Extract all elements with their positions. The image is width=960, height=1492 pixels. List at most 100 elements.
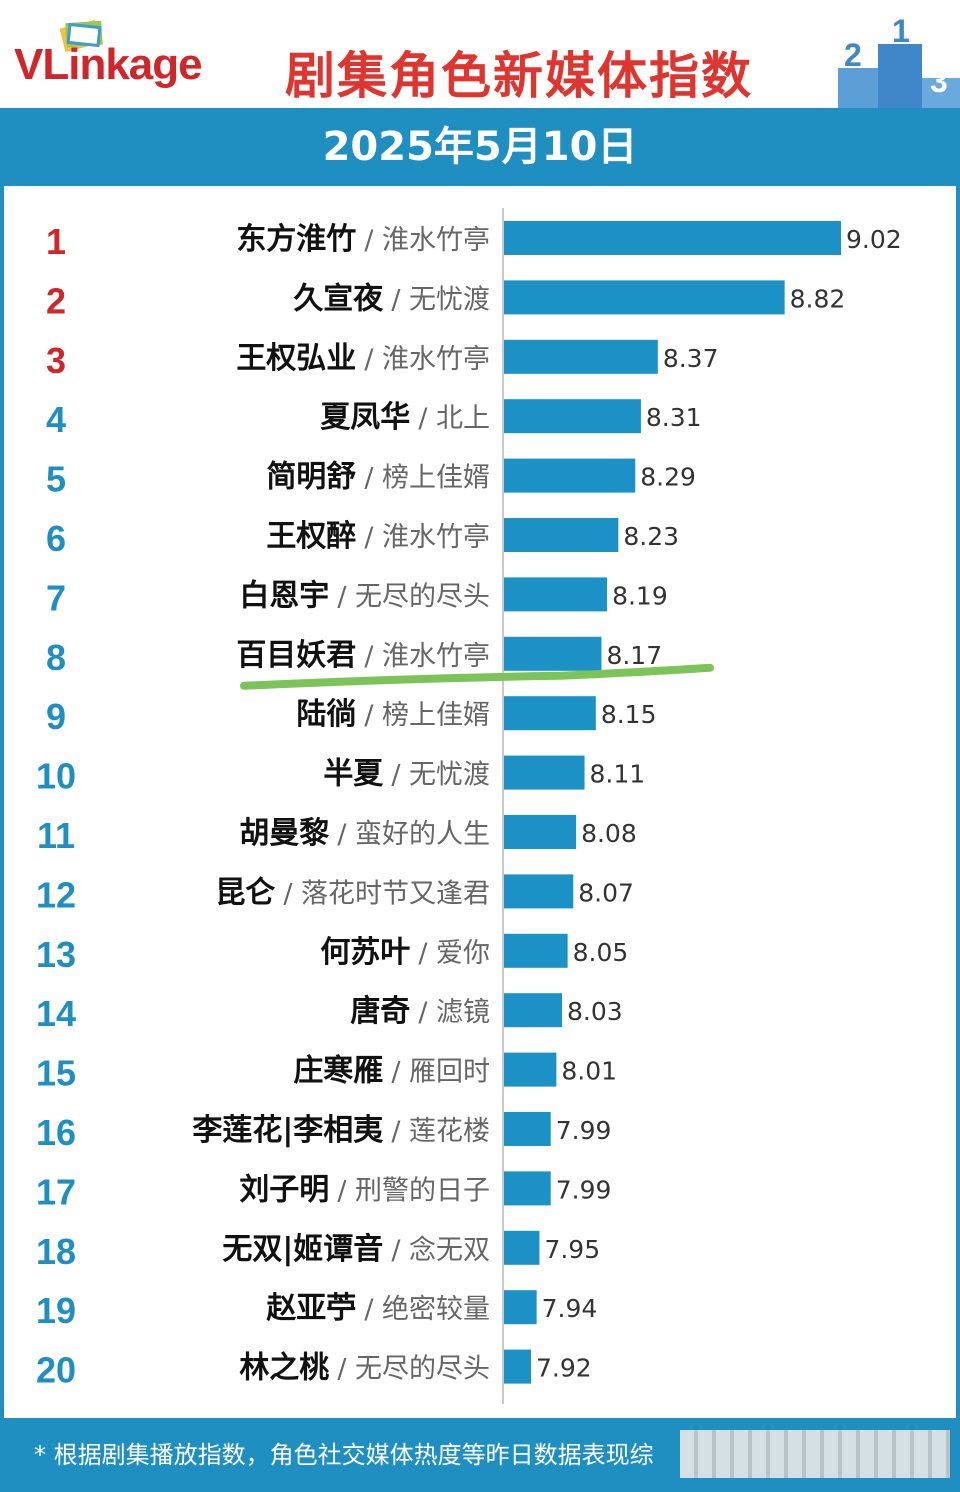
show-title-5: / 榜上佳婿 bbox=[364, 463, 490, 494]
character-name-15: 庄寒雁 bbox=[293, 1054, 383, 1089]
header: VLinkage 剧集角色新媒体指数 2 1 3 bbox=[0, 0, 960, 108]
character-name-9: 陆徜 bbox=[296, 697, 356, 732]
bar-4 bbox=[504, 399, 641, 434]
character-name-11: 胡曼黎 bbox=[239, 816, 329, 851]
show-title-15: / 雁回时 bbox=[391, 1057, 490, 1088]
bar-7 bbox=[504, 577, 608, 612]
value-label-11: 8.08 bbox=[581, 819, 637, 848]
value-label-8: 8.17 bbox=[606, 641, 662, 670]
frame-left bbox=[0, 108, 4, 1492]
show-title-7: / 无尽的尽头 bbox=[337, 581, 490, 612]
character-name-4: 夏凤华 bbox=[320, 400, 410, 435]
bar-13 bbox=[504, 933, 568, 968]
footer-note: * 根据剧集播放指数，角色社交媒体热度等昨日数据表现综 bbox=[4, 1418, 956, 1492]
footer-mosaic bbox=[680, 1430, 950, 1478]
character-name-3: 王权弘业 bbox=[236, 341, 356, 376]
bar-11 bbox=[504, 815, 577, 849]
show-title-20: / 无尽的尽头 bbox=[337, 1354, 490, 1385]
character-name-18: 无双|姬谭音 bbox=[222, 1232, 383, 1267]
show-title-6: / 淮水竹亭 bbox=[364, 522, 490, 553]
rank-number-18: 18 bbox=[36, 1231, 76, 1272]
value-label-15: 8.01 bbox=[561, 1057, 617, 1086]
show-title-3: / 淮水竹亭 bbox=[364, 344, 490, 375]
show-title-11: / 蛮好的人生 bbox=[337, 819, 490, 850]
value-label-17: 7.99 bbox=[556, 1175, 612, 1204]
character-name-19: 赵亚苧 bbox=[266, 1291, 356, 1326]
rank-number-5: 5 bbox=[46, 459, 66, 500]
rank-number-8: 8 bbox=[46, 637, 66, 678]
show-title-16: / 莲花楼 bbox=[391, 1116, 490, 1147]
show-title-9: / 榜上佳婿 bbox=[364, 700, 490, 731]
rank-number-7: 7 bbox=[46, 577, 66, 618]
show-title-14: / 滤镜 bbox=[418, 997, 490, 1028]
character-name-14: 唐奇 bbox=[350, 994, 410, 1029]
show-title-13: / 爱你 bbox=[418, 938, 490, 969]
podium-icon: 2 1 3 bbox=[838, 18, 960, 108]
bar-16 bbox=[504, 1112, 551, 1146]
rank-number-1: 1 bbox=[46, 221, 66, 262]
date-banner: 2025年5月10日 bbox=[4, 108, 956, 186]
character-name-10: 半夏 bbox=[323, 757, 384, 792]
value-label-10: 8.11 bbox=[590, 760, 646, 789]
show-title-12: / 落花时节又逢君 bbox=[283, 878, 490, 909]
bar-9 bbox=[504, 696, 596, 731]
rank-number-13: 13 bbox=[36, 934, 76, 975]
value-label-3: 8.37 bbox=[663, 344, 719, 373]
bar-10 bbox=[504, 755, 585, 790]
podium-number-3: 3 bbox=[930, 63, 948, 99]
bar-12 bbox=[504, 874, 574, 909]
value-label-9: 8.15 bbox=[601, 700, 657, 729]
show-title-18: / 念无双 bbox=[391, 1235, 490, 1266]
show-title-1: / 淮水竹亭 bbox=[364, 225, 490, 256]
character-name-13: 何苏叶 bbox=[320, 935, 410, 970]
bar-15 bbox=[504, 1052, 557, 1087]
rank-number-14: 14 bbox=[36, 993, 76, 1034]
value-label-14: 8.03 bbox=[567, 997, 623, 1026]
character-name-7: 白恩宇 bbox=[239, 578, 329, 613]
character-name-6: 王权醉 bbox=[266, 519, 356, 554]
bar-19 bbox=[504, 1290, 537, 1325]
bar-1 bbox=[504, 221, 841, 255]
rank-number-17: 17 bbox=[36, 1171, 76, 1212]
value-label-4: 8.31 bbox=[646, 403, 702, 432]
show-title-19: / 绝密较量 bbox=[364, 1294, 490, 1325]
show-title-10: / 无忧渡 bbox=[391, 760, 490, 791]
rank-number-11: 11 bbox=[37, 815, 75, 856]
value-label-1: 9.02 bbox=[846, 225, 902, 254]
bar-3 bbox=[504, 339, 658, 374]
bar-18 bbox=[504, 1230, 540, 1265]
show-title-17: / 刑警的日子 bbox=[337, 1175, 490, 1206]
character-name-8: 百目妖君 bbox=[236, 638, 356, 673]
value-label-18: 7.95 bbox=[544, 1235, 600, 1264]
value-label-19: 7.94 bbox=[542, 1294, 598, 1323]
character-name-12: 昆仑 bbox=[215, 875, 275, 910]
bar-8 bbox=[504, 636, 602, 671]
bar-2 bbox=[504, 280, 785, 315]
rank-number-2: 2 bbox=[46, 280, 66, 321]
character-name-5: 简明舒 bbox=[266, 460, 356, 495]
value-label-2: 8.82 bbox=[790, 284, 846, 313]
rank-number-3: 3 bbox=[46, 340, 66, 381]
rank-number-16: 16 bbox=[36, 1112, 76, 1153]
show-title-2: / 无忧渡 bbox=[391, 284, 490, 315]
value-label-6: 8.23 bbox=[623, 522, 679, 551]
character-name-1: 东方淮竹 bbox=[236, 222, 356, 257]
show-title-4: / 北上 bbox=[418, 403, 490, 434]
value-label-20: 7.92 bbox=[536, 1354, 592, 1383]
rank-number-19: 19 bbox=[36, 1290, 76, 1331]
podium-number-2: 2 bbox=[844, 37, 862, 73]
rank-number-12: 12 bbox=[36, 874, 76, 915]
value-label-13: 8.05 bbox=[573, 938, 629, 967]
logo-cards-icon bbox=[59, 20, 103, 52]
rank-number-10: 10 bbox=[36, 756, 76, 797]
bar-14 bbox=[504, 993, 562, 1028]
character-name-20: 林之桃 bbox=[239, 1351, 329, 1386]
rank-number-6: 6 bbox=[46, 518, 66, 559]
vlinkage-logo: VLinkage bbox=[14, 40, 203, 89]
podium-number-1: 1 bbox=[892, 18, 910, 49]
rank-number-9: 9 bbox=[46, 696, 66, 737]
bar-5 bbox=[504, 458, 636, 493]
rank-number-15: 15 bbox=[36, 1053, 76, 1094]
value-label-5: 8.29 bbox=[640, 463, 696, 492]
